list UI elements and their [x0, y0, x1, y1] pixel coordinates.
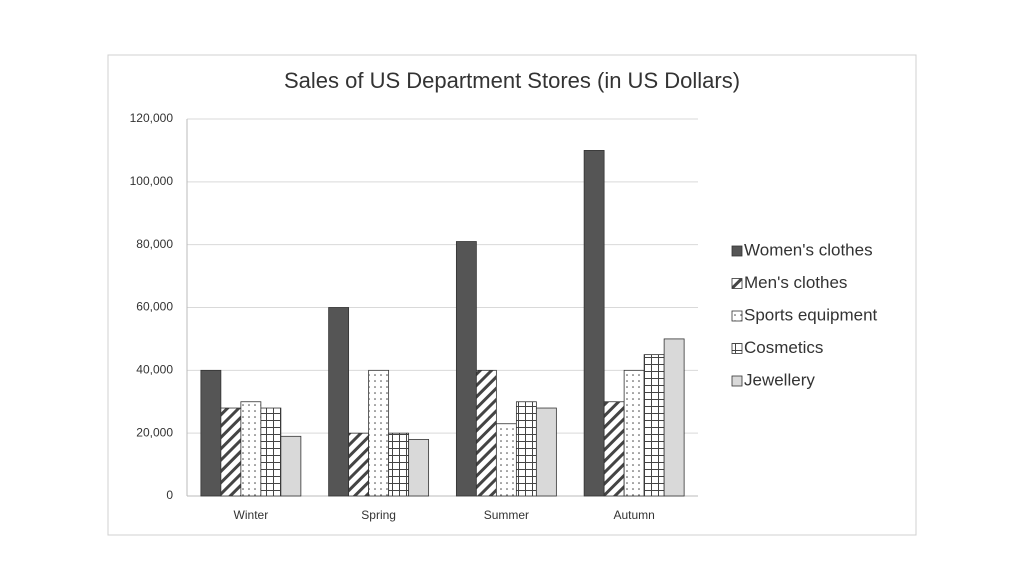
y-tick-label: 60,000 — [136, 300, 173, 314]
bar — [408, 439, 430, 497]
bar — [368, 369, 390, 497]
legend-label: Jewellery — [744, 370, 815, 389]
x-tick-label: Spring — [361, 508, 396, 522]
legend-swatch — [731, 375, 743, 387]
bar — [663, 338, 685, 497]
y-tick-label: 20,000 — [136, 425, 173, 439]
bar — [348, 432, 370, 497]
y-tick-label: 100,000 — [130, 174, 174, 188]
x-tick-label: Summer — [484, 508, 529, 522]
bar — [475, 369, 497, 497]
legend-swatch — [731, 245, 743, 257]
chart-title: Sales of US Department Stores (in US Dol… — [284, 68, 740, 93]
legend-label: Men's clothes — [744, 273, 847, 292]
bar — [328, 307, 350, 497]
x-tick-label: Winter — [234, 508, 269, 522]
bar — [388, 432, 410, 497]
bar — [220, 407, 242, 497]
bar — [200, 369, 222, 497]
legend-label: Cosmetics — [744, 338, 823, 357]
legend-label: Women's clothes — [744, 240, 873, 259]
bar — [515, 401, 537, 497]
bar — [623, 369, 645, 497]
legend-swatch — [731, 343, 743, 354]
y-tick-label: 0 — [166, 488, 173, 502]
legend-swatch — [731, 278, 743, 289]
legend-label: Sports equipment — [744, 305, 878, 324]
bar — [583, 150, 605, 497]
y-tick-label: 40,000 — [136, 363, 173, 377]
legend-swatch — [731, 310, 743, 322]
x-tick-label: Autumn — [613, 508, 654, 522]
bar — [603, 401, 625, 497]
bar — [280, 435, 302, 497]
bar — [495, 423, 517, 497]
bar — [535, 407, 557, 497]
bar — [240, 401, 262, 497]
bar — [643, 354, 665, 497]
y-tick-label: 120,000 — [130, 111, 174, 125]
bar — [455, 241, 477, 497]
bar — [260, 407, 282, 497]
y-tick-label: 80,000 — [136, 237, 173, 251]
